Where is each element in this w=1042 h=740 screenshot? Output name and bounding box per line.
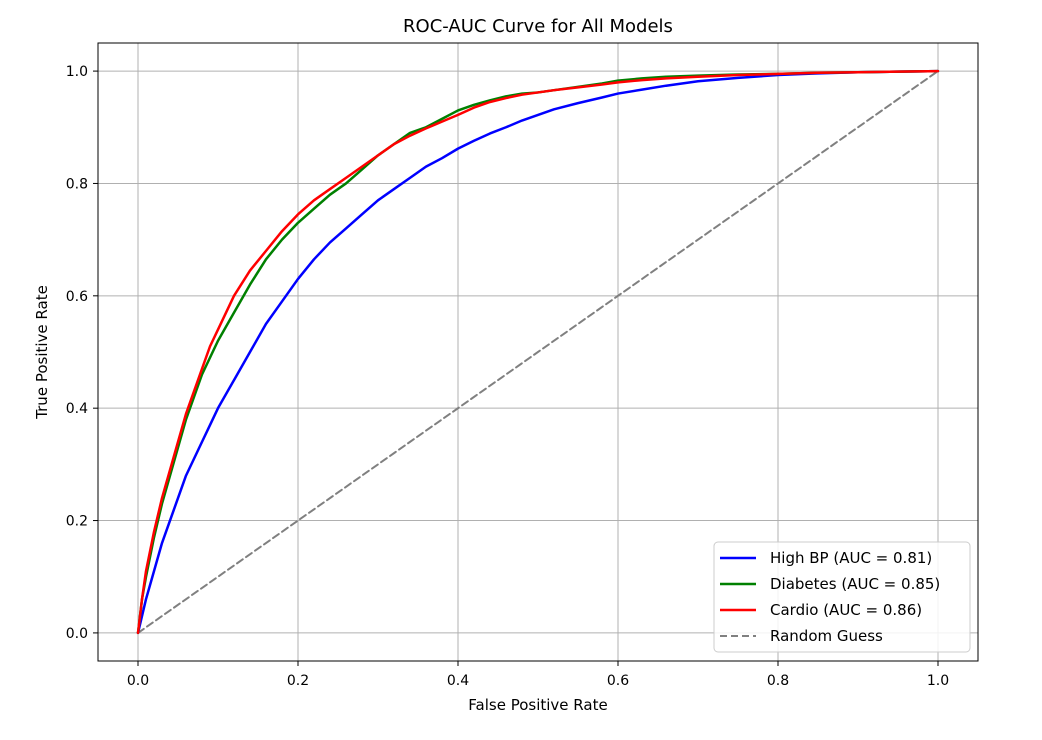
x-axis-title: False Positive Rate (468, 696, 607, 714)
y-tick-label: 0.4 (66, 401, 88, 417)
legend-entries: High BP (AUC = 0.81) Diabetes (AUC = 0.85… (720, 549, 940, 645)
y-tick-label: 0.6 (66, 289, 88, 305)
y-axis-title: True Positive Rate (33, 285, 51, 420)
x-tick-label: 1.0 (927, 673, 949, 689)
x-tick-label: 0.8 (767, 673, 789, 689)
y-tick-label: 0.0 (66, 626, 88, 642)
x-tick-label: 0.0 (127, 673, 149, 689)
y-axis-ticks: 0.0 0.2 0.4 0.6 0.8 1.0 (66, 64, 98, 642)
plot-area-frame (97, 42, 979, 662)
y-tick-label: 0.2 (66, 514, 88, 530)
legend-label-cardio: Cardio (AUC = 0.86) (770, 601, 922, 619)
x-tick-label: 0.2 (287, 673, 309, 689)
x-tick-label: 0.4 (447, 673, 469, 689)
legend-label-diabetes: Diabetes (AUC = 0.85) (770, 575, 940, 593)
series-lines (136, 69, 940, 635)
legend-box (713, 541, 971, 653)
chart-title: ROC-AUC Curve for All Models (403, 16, 673, 37)
random-guess-line-layer (137, 70, 939, 634)
y-tick-label: 1.0 (66, 64, 88, 80)
grid (98, 43, 978, 661)
cardio-line (136, 69, 940, 635)
x-axis-ticks: 0.0 0.2 0.4 0.6 0.8 1.0 (127, 661, 949, 689)
random-guess-line (137, 70, 939, 634)
legend-label-high-bp: High BP (AUC = 0.81) (770, 549, 932, 567)
legend: High BP (AUC = 0.81) Diabetes (AUC = 0.85… (713, 541, 971, 653)
x-tick-label: 0.6 (607, 673, 629, 689)
legend-label-random-guess: Random Guess (770, 627, 883, 645)
y-tick-label: 0.8 (66, 176, 88, 192)
high-bp-line (136, 69, 940, 635)
